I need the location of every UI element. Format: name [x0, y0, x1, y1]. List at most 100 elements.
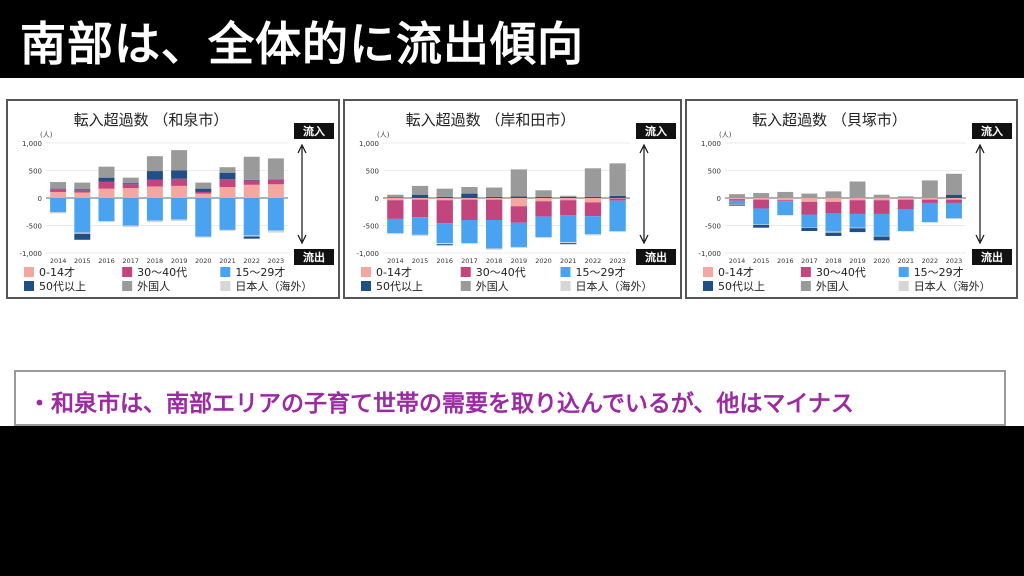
bar-segment — [219, 187, 236, 198]
bar-segment — [584, 202, 602, 217]
inflow-label: 流入 — [645, 124, 667, 138]
bar-segment — [584, 234, 602, 236]
bar-segment — [849, 213, 866, 228]
legend-swatch — [24, 281, 34, 291]
bar-segment — [560, 198, 577, 201]
bar-segment — [171, 219, 188, 222]
bar-segment — [609, 231, 626, 233]
bar-segment — [461, 198, 478, 200]
bar-segment — [171, 150, 188, 171]
bar-segment — [485, 196, 503, 198]
bar-segment — [801, 193, 818, 198]
bottom-bar — [0, 426, 1024, 576]
legend-swatch — [24, 267, 34, 277]
bar-segment — [560, 200, 577, 216]
bar-segment — [267, 230, 284, 233]
bar-segment — [219, 172, 236, 180]
bar-segment — [461, 193, 478, 198]
bar-segment — [535, 196, 552, 198]
bar-segment — [122, 183, 139, 185]
bar-segment — [243, 180, 260, 185]
x-tick-label: 2022 — [922, 257, 939, 265]
bar-segment — [411, 217, 429, 235]
legend-swatch — [220, 281, 231, 291]
bar-segment — [195, 193, 212, 198]
legend-swatch — [361, 281, 371, 291]
bar-segment — [122, 188, 139, 198]
legend-label: 日本人（海外） — [914, 279, 991, 293]
chart-svg: 転入超過数 （貝塚市） (人)1,000 500 0 -500 -1,000 2014 201… — [698, 111, 1012, 293]
bar-segment — [146, 220, 163, 223]
chart-svg: 転入超過数 （岸和田市） (人)1,000 500 0 -500 -1,000 2014 20… — [356, 111, 676, 293]
x-tick-label: 2020 — [535, 257, 552, 265]
x-tick-label: 2021 — [560, 257, 577, 265]
bar-segment — [436, 200, 453, 224]
bar-segment — [387, 197, 404, 198]
bar-segment — [777, 191, 794, 198]
bar-segment — [849, 200, 866, 214]
y-tick-label: 1,000 — [359, 140, 379, 148]
bar-segment — [411, 198, 429, 200]
x-tick-label: 2022 — [243, 257, 260, 265]
bar-segment — [98, 188, 115, 198]
x-tick-label: 2016 — [436, 257, 453, 265]
y-tick-label: -500 — [26, 223, 42, 231]
bar-segment — [387, 198, 404, 201]
bar-segment — [219, 167, 236, 173]
bar-segment — [729, 204, 746, 205]
y-tick-label: 0 — [375, 195, 379, 203]
bar-segment — [74, 192, 91, 198]
x-tick-label: 2015 — [412, 257, 429, 265]
legend-label: 50代以上 — [39, 280, 86, 293]
bar-segment — [535, 190, 552, 197]
x-tick-label: 2014 — [387, 257, 404, 265]
bar-segment — [945, 202, 962, 219]
bar-segment — [777, 215, 794, 216]
x-tick-label: 2023 — [268, 257, 285, 265]
bar-segment — [801, 227, 818, 228]
legend-label: 30〜40代 — [476, 266, 526, 279]
legend-swatch — [703, 281, 713, 291]
bar-segment — [510, 222, 528, 247]
legend-swatch — [898, 267, 909, 277]
bar-segment — [243, 198, 260, 236]
y-tick-label: 0 — [38, 195, 42, 203]
bar-segment — [485, 220, 503, 249]
bar-segment — [411, 185, 429, 195]
x-tick-label: 2017 — [122, 257, 139, 265]
inflow-label: 流入 — [303, 124, 325, 138]
y-tick-label: 1,000 — [22, 140, 42, 148]
bar-segment — [873, 200, 890, 214]
bar-segment — [267, 184, 284, 198]
x-tick-label: 2016 — [777, 257, 794, 265]
up-arrow-icon — [975, 143, 985, 154]
legend-label: 日本人（海外） — [576, 279, 653, 293]
bar-segment — [609, 200, 626, 231]
x-tick-label: 2023 — [609, 257, 626, 265]
bar-segment — [171, 178, 188, 186]
x-tick-label: 2017 — [461, 257, 478, 265]
bar-segment — [387, 200, 404, 219]
bar-segment — [219, 198, 236, 230]
bar-segment — [50, 182, 67, 189]
bar-segment — [74, 232, 91, 234]
y-tick-label: 500 — [29, 168, 42, 176]
bar-segment — [535, 216, 552, 238]
legend-swatch — [361, 267, 371, 277]
bar-segment — [753, 224, 770, 225]
bar-segment — [584, 198, 602, 203]
bar-segment — [729, 198, 746, 200]
outflow-label: 流出 — [303, 250, 325, 264]
bar-segment — [945, 198, 962, 200]
bar-segment — [243, 184, 260, 198]
bar-segment — [801, 198, 818, 202]
bar-segment — [436, 188, 453, 197]
bar-segment — [729, 194, 746, 198]
bar-segment — [436, 223, 453, 244]
x-tick-label: 2020 — [873, 257, 890, 265]
chart-panel-kaizuka: 転入超過数 （貝塚市） (人) 1,000 500 0 -500 -1,000 2014 201… — [685, 99, 1018, 299]
y-unit-label: (人) — [719, 131, 732, 139]
x-tick-label: 2018 — [825, 257, 842, 265]
bar-segment — [98, 177, 115, 182]
bar-segment — [411, 194, 429, 198]
